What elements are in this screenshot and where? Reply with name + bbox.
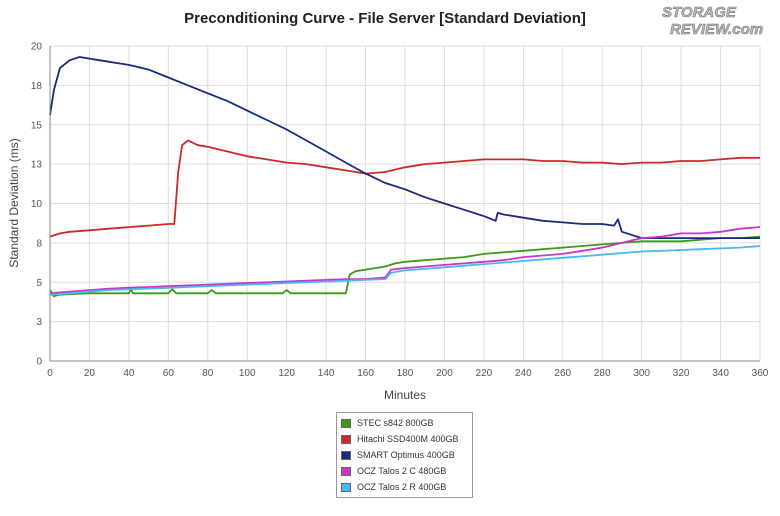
legend-label: OCZ Talos 2 C 480GB (357, 466, 447, 476)
x-tick-label: 0 (47, 368, 53, 379)
legend-item-hitachi-ssd400m-400gb: Hitachi SSD400M 400GB (341, 431, 468, 447)
x-tick-label: 120 (278, 368, 295, 379)
x-tick-label: 60 (163, 368, 175, 379)
legend-label: STEC s842 800GB (357, 418, 434, 428)
svg-text:REVIEW.com: REVIEW.com (670, 21, 763, 38)
series-line-stec-s842-800gb (49, 235, 761, 298)
y-tick-label: 10 (31, 199, 43, 210)
legend-item-stec-s842-800gb: STEC s842 800GB (341, 415, 468, 431)
legend-swatch (341, 418, 351, 428)
series-line-smart-optimus-400gb (49, 56, 760, 240)
y-tick-label: 20 (31, 42, 43, 53)
y-tick-label: 15 (31, 120, 43, 131)
x-tick-label: 280 (594, 368, 611, 379)
x-tick-label: 340 (712, 368, 729, 379)
x-tick-label: 260 (554, 368, 571, 379)
legend-swatch (341, 466, 351, 476)
y-tick-label: 8 (36, 238, 42, 249)
legend-swatch (341, 482, 351, 492)
legend-swatch (341, 450, 351, 460)
x-tick-label: 220 (476, 368, 493, 379)
x-tick-label: 40 (123, 368, 135, 379)
x-tick-label: 160 (357, 368, 374, 379)
legend-label: SMART Optimus 400GB (357, 450, 455, 460)
series-line-ocz-talos-2-c-480gb (49, 226, 761, 295)
legend: STEC s842 800GB Hitachi SSD400M 400GB SMAR… (336, 412, 473, 498)
series-line-hitachi-ssd400m-400gb (49, 139, 760, 238)
y-tick-label: 18 (31, 81, 43, 92)
series-line-ocz-talos-2-r-400gb (49, 245, 761, 296)
x-tick-label: 180 (397, 368, 414, 379)
y-tick-label: 0 (36, 357, 42, 368)
legend-label: OCZ Talos 2 R 400GB (357, 482, 447, 492)
y-tick-label: 13 (31, 160, 43, 171)
x-tick-label: 320 (673, 368, 690, 379)
storagereview-logo: STORAGE REVIEW.com (662, 4, 764, 38)
y-axis-label: Standard Deviation (ms) (7, 138, 21, 267)
svg-text:STORAGE: STORAGE (662, 4, 737, 21)
grid-lines (49, 45, 761, 362)
legend-item-smart-optimus-400gb: SMART Optimus 400GB (341, 447, 468, 463)
legend-label: Hitachi SSD400M 400GB (357, 434, 459, 444)
x-tick-label: 200 (436, 368, 453, 379)
x-tick-label: 140 (318, 368, 335, 379)
chart-title: Preconditioning Curve - File Server [Sta… (184, 10, 586, 27)
x-axis-label: Minutes (384, 388, 426, 402)
legend-item-ocz-talos-2-c-480gb: OCZ Talos 2 C 480GB (341, 463, 468, 479)
series-lines (49, 56, 761, 298)
y-tick-label: 3 (36, 317, 42, 328)
x-tick-label: 80 (202, 368, 214, 379)
x-tick-label: 360 (752, 368, 769, 379)
legend-swatch (341, 434, 351, 444)
x-tick-label: 20 (84, 368, 96, 379)
x-tick-label: 300 (633, 368, 650, 379)
y-tick-label: 5 (36, 278, 42, 289)
x-tick-label: 100 (239, 368, 256, 379)
legend-item-ocz-talos-2-r-400gb: OCZ Talos 2 R 400GB (341, 479, 468, 495)
x-tick-label: 240 (515, 368, 532, 379)
